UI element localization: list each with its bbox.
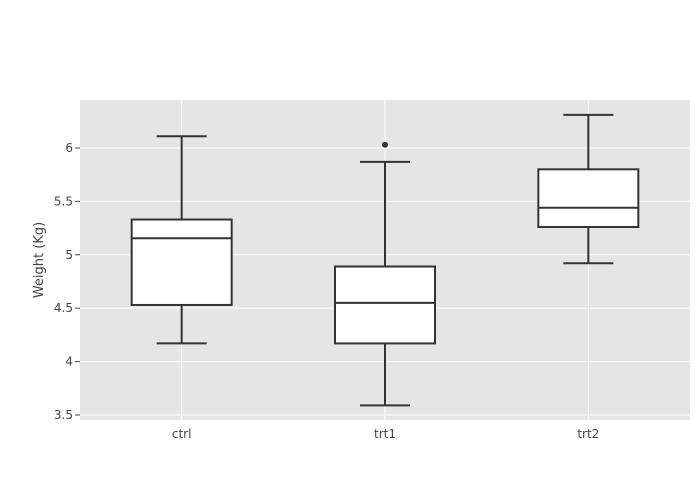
y-tick-label: 6 [65, 141, 73, 155]
outlier-point [382, 141, 388, 148]
x-tick-label: ctrl [172, 427, 192, 441]
y-tick-label: 3.5 [54, 408, 73, 422]
y-tick-label: 5 [65, 248, 73, 262]
y-tick-label: 5.5 [54, 194, 73, 208]
y-tick-label: 4.5 [54, 301, 73, 315]
iqr-box [537, 168, 640, 228]
iqr-box [130, 218, 233, 306]
box-trt2 [537, 113, 640, 265]
y-axis-label: Weight (Kg) [32, 222, 47, 298]
x-tick-label: trt1 [374, 427, 396, 441]
iqr-box [334, 265, 436, 345]
y-tick-label: 4 [65, 355, 73, 369]
box-ctrl [130, 135, 233, 345]
box-trt1 [334, 141, 436, 407]
x-tick-label: trt2 [577, 427, 599, 441]
